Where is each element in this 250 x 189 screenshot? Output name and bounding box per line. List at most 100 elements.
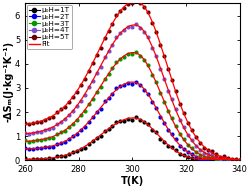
Point [170, 133, 173, 136]
Point [122, 55, 126, 58]
Point [158, 137, 162, 140]
Point [122, 6, 126, 9]
Point [150, 74, 154, 77]
Point [150, 46, 154, 49]
Point [58, 120, 62, 123]
Point [134, 116, 138, 119]
Point [27, 132, 31, 135]
Point [102, 77, 106, 80]
Point [217, 157, 221, 160]
Point [126, 2, 130, 5]
Point [106, 29, 110, 32]
Point [47, 136, 51, 139]
Point [47, 145, 51, 148]
Point [142, 6, 146, 9]
Point [213, 153, 217, 156]
Point [197, 149, 201, 152]
Point [205, 158, 209, 161]
Point [70, 122, 74, 125]
Point [106, 127, 110, 130]
Point [74, 105, 78, 108]
Point [189, 147, 193, 150]
Point [185, 133, 189, 136]
Point [62, 140, 66, 143]
Point [229, 157, 233, 160]
Point [197, 159, 201, 162]
Point [237, 158, 241, 161]
Point [138, 118, 142, 121]
Point [134, 51, 138, 54]
Point [177, 102, 181, 105]
Point [98, 135, 102, 138]
Point [142, 59, 146, 62]
Point [23, 157, 27, 160]
Point [43, 118, 47, 121]
Point [162, 140, 166, 143]
Point [166, 110, 170, 113]
Point [118, 32, 122, 35]
Point [146, 36, 150, 39]
Point [154, 81, 158, 84]
Point [229, 159, 233, 162]
Point [106, 96, 110, 99]
Point [154, 131, 158, 134]
Point [209, 156, 213, 159]
Point [225, 158, 229, 161]
Point [51, 115, 55, 119]
Point [114, 36, 118, 39]
Point [90, 62, 94, 65]
Point [70, 109, 74, 112]
Point [154, 30, 158, 33]
Point [82, 110, 86, 113]
Point [189, 153, 193, 156]
Point [110, 92, 114, 95]
Point [225, 156, 229, 160]
Point [58, 131, 62, 134]
Point [221, 157, 225, 160]
Point [166, 144, 170, 147]
Point [217, 158, 221, 161]
Point [185, 151, 189, 154]
Point [90, 97, 94, 100]
Point [237, 159, 241, 162]
Point [162, 55, 166, 58]
Point [39, 158, 43, 161]
Point [138, 84, 142, 87]
Point [173, 124, 177, 127]
Point [122, 29, 126, 32]
Point [209, 155, 213, 158]
Point [166, 68, 170, 71]
Point [27, 123, 31, 126]
Point [43, 129, 47, 132]
Point [27, 158, 31, 161]
Point [23, 146, 27, 149]
Point [237, 159, 241, 162]
Point [193, 158, 197, 161]
Point [134, 23, 138, 26]
Point [205, 156, 209, 159]
Point [70, 95, 74, 98]
Point [114, 60, 118, 63]
Point [130, 2, 134, 5]
Point [221, 156, 225, 159]
Point [130, 53, 134, 56]
Point [146, 123, 150, 126]
Point [233, 159, 237, 162]
Point [177, 152, 181, 155]
Point [122, 119, 126, 122]
Point [217, 155, 221, 158]
Point [78, 114, 82, 117]
Point [173, 90, 177, 93]
Point [106, 72, 110, 75]
Legend: μ₀H=1T, μ₀H=2T, μ₀H=3T, μ₀H=4T, μ₀H=5T, Fit: μ₀H=1T, μ₀H=2T, μ₀H=3T, μ₀H=4T, μ₀H=5T, … [26, 5, 72, 49]
Point [189, 129, 193, 132]
Point [114, 14, 118, 17]
Point [78, 147, 82, 150]
Point [110, 43, 114, 46]
Point [213, 156, 217, 159]
Point [177, 119, 181, 122]
Point [90, 79, 94, 82]
Point [43, 137, 47, 140]
Point [221, 157, 225, 160]
Point [55, 132, 59, 136]
